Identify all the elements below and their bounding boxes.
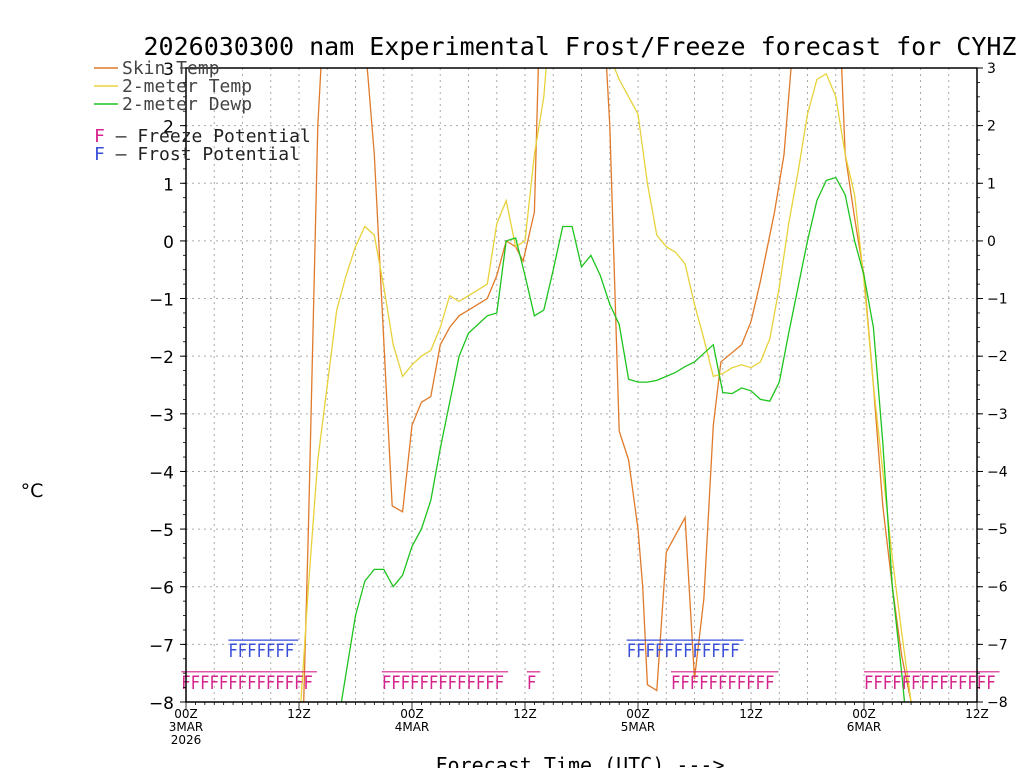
- legend-entry: 2-meter Dewp: [122, 94, 252, 115]
- x-tick-label: 00Z: [626, 707, 650, 721]
- x-tick-label: 12Z: [513, 707, 537, 721]
- y-tick-label: −5: [149, 521, 174, 541]
- y-tick-label-right: −4: [987, 464, 1008, 480]
- x-tick-date: 4MAR: [395, 720, 430, 734]
- y-tick-label: −6: [149, 579, 174, 599]
- legend-entry: Skin Temp: [122, 58, 220, 79]
- x-tick-date: 3MAR: [169, 720, 204, 734]
- x-tick-date: 5MAR: [621, 720, 656, 734]
- y-tick-label-right: 1: [987, 176, 996, 192]
- series-line-2-meter-temp: [300, 68, 912, 702]
- x-tick-label: 00Z: [400, 707, 424, 721]
- x-tick-year: 2026: [171, 733, 202, 747]
- y-axis-label: °C: [21, 480, 44, 502]
- y-tick-label: 2: [163, 118, 174, 138]
- y-axis-left: −8 −7 −6 −5 −4 −3 −2 −1 0 1 2 3: [149, 60, 186, 714]
- freeze-potential-mark: FFFFFFFFFFFFFF: [864, 672, 996, 694]
- y-tick-label-right: −2: [987, 349, 1008, 365]
- x-tick-date: 6MAR: [847, 720, 882, 734]
- x-tick-label: 12Z: [965, 707, 989, 721]
- series-line-2-meter-dewp: [340, 176, 906, 702]
- x-tick-label: 00Z: [174, 707, 198, 721]
- y-tick-label: −8: [149, 694, 174, 714]
- y-tick-label: −2: [149, 348, 174, 368]
- legend-entry: 2-meter Temp: [122, 76, 252, 97]
- y-axis-right: −8 −7 −6 −5 −4 −3 −2 −1 0 1 2 3: [977, 61, 1008, 711]
- y-tick-label: −7: [149, 636, 174, 656]
- freeze-potential-mark: FFFFFFFFFFF: [671, 672, 774, 694]
- y-tick-label: 0: [163, 233, 174, 253]
- freeze-potential-mark: F: [527, 672, 536, 694]
- x-tick-label: 12Z: [739, 707, 763, 721]
- potential-legend-entry: F – Freeze Potential: [94, 126, 311, 147]
- frost-potential-mark: FFFFFFFFFFFF: [627, 640, 740, 662]
- freeze-potential-mark: FFFFFFFFFFFFF: [382, 672, 504, 694]
- frost-potential-mark: FFFFFFF: [228, 640, 294, 662]
- y-tick-label-right: 3: [987, 61, 996, 77]
- y-tick-label-right: −6: [987, 580, 1008, 596]
- y-tick-label-right: −8: [987, 695, 1008, 711]
- y-tick-label: −4: [149, 463, 174, 483]
- y-tick-label: −3: [149, 406, 174, 426]
- series-line-skin-temp: [303, 68, 912, 702]
- y-tick-label-right: 2: [987, 119, 996, 135]
- y-tick-label-right: 0: [987, 234, 996, 250]
- chart-title: 2026030300 nam Experimental Frost/Freeze…: [144, 32, 1017, 61]
- y-tick-label-right: −7: [987, 637, 1008, 653]
- y-tick-label: −1: [149, 291, 174, 311]
- y-tick-label: 3: [163, 60, 174, 80]
- grid: [186, 68, 977, 702]
- y-tick-label-right: −1: [987, 292, 1008, 308]
- potential-legend-entry: F – Frost Potential: [94, 144, 300, 165]
- x-tick-label: 00Z: [852, 707, 876, 721]
- x-axis-label: Forecast Time (UTC) --->: [436, 753, 725, 768]
- y-tick-label-right: −5: [987, 522, 1008, 538]
- freeze-potential-mark: FFFFFFFFFFFFFF: [181, 672, 313, 694]
- y-tick-label: 1: [163, 175, 174, 195]
- x-tick-label: 12Z: [287, 707, 311, 721]
- series-layer: [300, 68, 912, 702]
- y-tick-label-right: −3: [987, 407, 1008, 423]
